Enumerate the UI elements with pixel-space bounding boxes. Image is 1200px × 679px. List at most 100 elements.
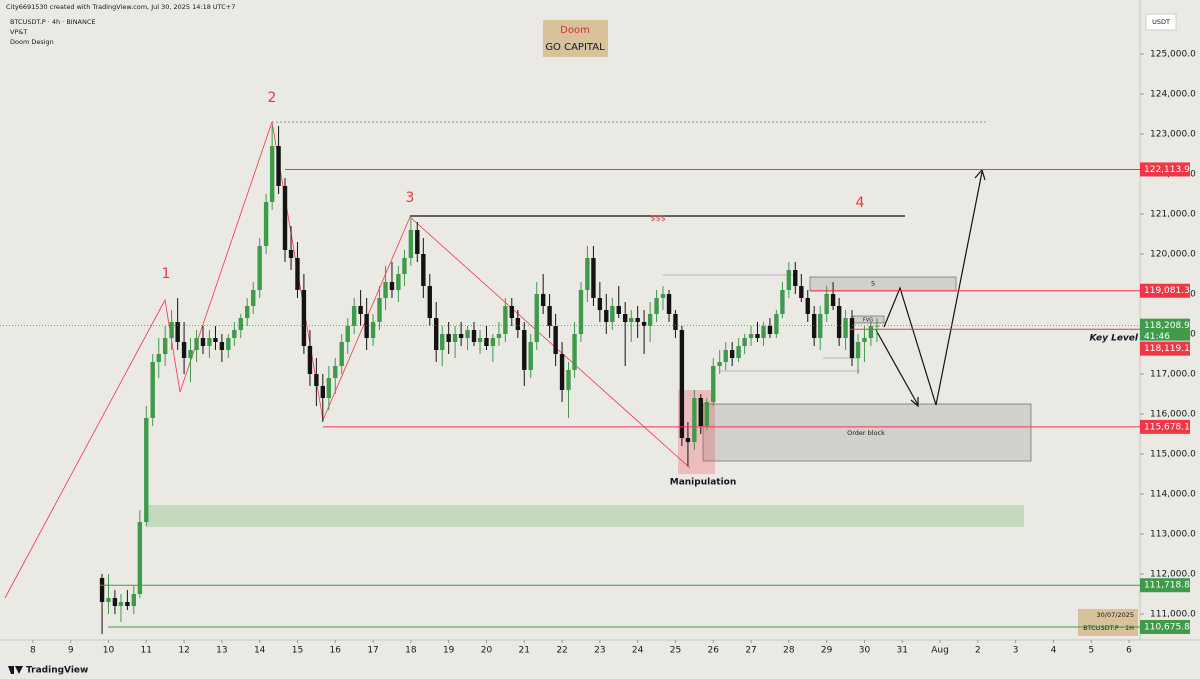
x-tick-label: 28 <box>783 646 795 656</box>
candle-body <box>446 334 451 342</box>
candle-body <box>118 602 124 606</box>
candle-body <box>717 362 722 366</box>
x-tick-label: 12 <box>178 646 189 656</box>
candle-body <box>647 314 653 326</box>
candle-body <box>162 338 168 354</box>
indicator: VP&T <box>10 28 27 36</box>
candle-body <box>477 338 483 342</box>
candle-body <box>666 294 672 314</box>
sweep-label: S <box>871 281 875 288</box>
candle-body <box>144 418 149 522</box>
candle-body <box>326 378 332 398</box>
wave-label: 3 <box>406 190 415 206</box>
candle-body <box>704 402 710 426</box>
wave-label: 4 <box>856 195 865 211</box>
candle-body <box>818 314 823 338</box>
badge-text: GO CAPITAL <box>545 42 605 53</box>
x-tick-label: 25 <box>670 646 681 656</box>
candle-body <box>515 318 521 330</box>
candle-body <box>585 258 590 290</box>
candle-body <box>370 322 376 338</box>
candle-body <box>654 298 659 314</box>
candle-body <box>131 594 137 606</box>
level-label-box <box>1140 578 1190 593</box>
x-tick-label: 13 <box>216 646 227 656</box>
x-tick-label: 9 <box>68 646 74 656</box>
candle-body <box>578 290 584 334</box>
liquidity-box <box>809 276 957 292</box>
x-tick-label: 29 <box>821 646 833 656</box>
candle-body <box>452 334 458 342</box>
candle-body <box>99 578 105 602</box>
candle-body <box>566 370 571 390</box>
candle-body <box>610 306 615 322</box>
candle-body <box>622 314 628 322</box>
projection-path <box>875 329 919 406</box>
candle-body <box>553 326 558 354</box>
credit: City6691530 created with TradingView.com… <box>6 3 235 11</box>
candle-body <box>660 294 666 298</box>
candle-body <box>377 298 382 322</box>
candle-body <box>496 334 502 338</box>
wave-label: 1 <box>162 266 171 282</box>
chart-title: BTCUSDT.P · 4h · BINANCE <box>10 18 96 26</box>
x-tick-label: 20 <box>481 646 493 656</box>
currency: USDT <box>1152 18 1170 26</box>
candle-body <box>572 334 577 370</box>
candle-body <box>540 294 546 306</box>
candle-body <box>307 346 313 374</box>
y-tick-label: 117,000.0 <box>1150 370 1196 380</box>
x-tick-label: 10 <box>103 646 115 656</box>
level-label-box <box>1140 341 1190 356</box>
candle-body <box>629 318 634 322</box>
x-tick-label: 30 <box>859 646 871 656</box>
y-tick-label: 120,000.0 <box>1150 250 1196 260</box>
candle-body <box>774 314 779 334</box>
indicator: Doom Design <box>10 38 54 46</box>
candle-body <box>742 338 747 346</box>
candle-body <box>711 366 716 402</box>
candle-body <box>729 350 735 358</box>
candle-body <box>238 318 243 330</box>
date-tag <box>1078 609 1138 636</box>
projection-path <box>883 171 983 406</box>
candle-body <box>673 314 678 330</box>
candle-body <box>245 306 250 318</box>
y-tick-label: 116,000.0 <box>1150 410 1196 420</box>
x-tick-label: Aug <box>931 646 949 656</box>
candle-body <box>351 306 357 326</box>
candle-body <box>295 258 300 290</box>
candle-body <box>402 258 407 274</box>
candle-body <box>301 290 307 346</box>
candle-body <box>761 326 766 338</box>
candle-body <box>509 306 514 318</box>
candle-body <box>232 330 237 338</box>
candle-body <box>345 326 350 342</box>
candle-body <box>767 326 773 334</box>
y-tick-label: 123,000.0 <box>1150 130 1196 140</box>
candle-body <box>263 202 269 246</box>
candle-body <box>855 342 861 358</box>
y-tick-label: 111,000.0 <box>1150 610 1196 620</box>
x-tick-label: 16 <box>330 646 342 656</box>
x-tick-label: 22 <box>556 646 567 656</box>
candle-body <box>333 366 338 378</box>
level-label: 110,675.8 <box>1144 622 1190 632</box>
x-tick-label: 17 <box>367 646 378 656</box>
level-label-box <box>1140 619 1190 634</box>
candle-body <box>251 290 256 306</box>
candle-body <box>396 274 401 290</box>
candle-body <box>175 322 180 342</box>
level-label: 115,678.1 <box>1144 422 1190 432</box>
x-tick-label: 26 <box>708 646 720 656</box>
x-tick-label: 2 <box>975 646 981 656</box>
candle-body <box>320 386 325 398</box>
y-tick-label: 125,000.0 <box>1150 50 1196 60</box>
x-tick-label: 23 <box>594 646 605 656</box>
candle-body <box>748 334 754 338</box>
candle-body <box>200 338 206 346</box>
candle-body <box>269 146 275 202</box>
candle-body <box>484 338 489 346</box>
